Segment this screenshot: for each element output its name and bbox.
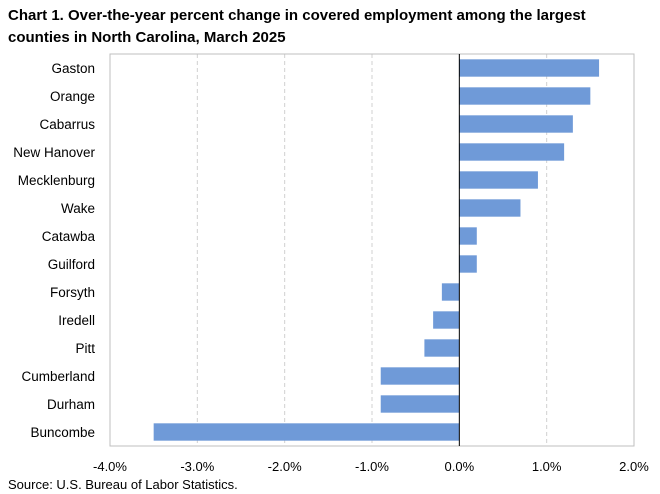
category-label: Mecklenburg [18, 173, 95, 188]
x-tick-label: -2.0% [268, 459, 302, 474]
x-tick-label: 1.0% [532, 459, 562, 474]
x-axis-tick-labels: -4.0% -3.0% -2.0% -1.0% 0.0% 1.0% 2.0% [93, 459, 649, 474]
bar [459, 59, 600, 77]
bar [424, 339, 460, 357]
bar [459, 87, 591, 105]
bars [153, 59, 600, 441]
bar [459, 115, 573, 133]
bar [380, 395, 460, 413]
source-note: Source: U.S. Bureau of Labor Statistics. [8, 477, 238, 492]
category-label: Catawba [42, 229, 96, 244]
x-tick-label: -3.0% [180, 459, 214, 474]
plot-area-border [109, 53, 635, 447]
category-label: Orange [50, 89, 95, 104]
bar [380, 367, 460, 385]
bar [459, 171, 538, 189]
bar [153, 423, 460, 441]
x-tick-label: 0.0% [445, 459, 475, 474]
category-label: Cumberland [21, 369, 95, 384]
x-tick-label: -1.0% [355, 459, 389, 474]
bar [459, 227, 477, 245]
bar [459, 255, 477, 273]
bar [441, 283, 460, 301]
bar [459, 199, 521, 217]
category-label: Guilford [48, 257, 95, 272]
category-label: Buncombe [30, 425, 95, 440]
bar [459, 143, 565, 161]
category-label: New Hanover [13, 145, 95, 160]
x-tick-label: -4.0% [93, 459, 127, 474]
category-label: Durham [47, 397, 95, 412]
chart-title: Chart 1. Over-the-year percent change in… [8, 7, 586, 46]
category-label: Gaston [51, 61, 95, 76]
x-tick-label: 2.0% [619, 459, 649, 474]
gridlines [196, 54, 548, 446]
category-label: Cabarrus [39, 117, 95, 132]
bar [433, 311, 460, 329]
category-labels: Gaston Orange Cabarrus New Hanover Mecklenbu… [13, 61, 95, 440]
category-label: Forsyth [50, 285, 95, 300]
category-label: Wake [61, 201, 95, 216]
category-label: Pitt [75, 341, 95, 356]
category-label: Iredell [58, 313, 95, 328]
